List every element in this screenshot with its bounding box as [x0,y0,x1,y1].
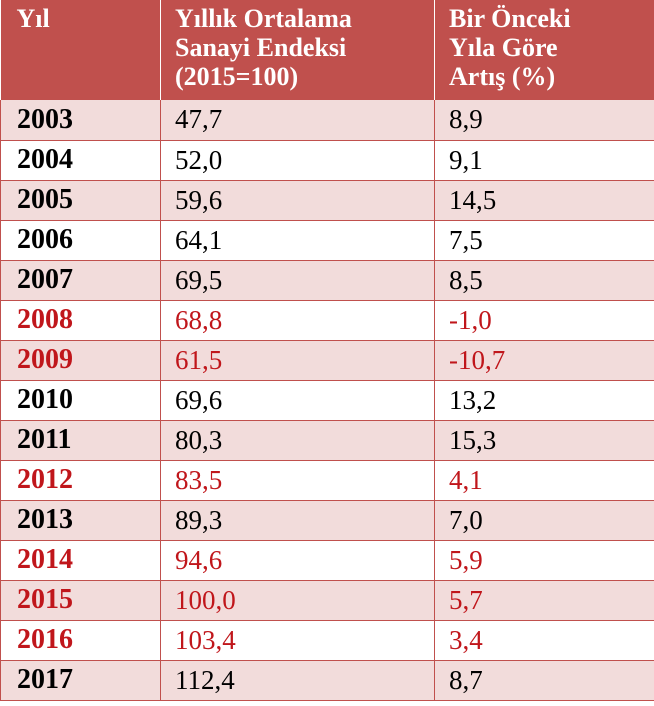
header-index-line-2: Sanayi Endeksi [175,33,347,62]
index-cell: 103,4 [160,620,435,661]
header-yearly-change: Bir Önceki Yıla Göre Artış (%) [434,0,654,100]
table-row: 2011 80,3 15,3 [0,420,654,461]
table-row: 2012 83,5 4,1 [0,460,654,501]
change-cell: 8,9 [434,100,654,141]
year-cell: 2015 [0,580,161,621]
index-cell: 100,0 [160,580,435,621]
change-cell: -1,0 [434,300,654,341]
year-cell: 2006 [0,220,161,261]
index-cell: 61,5 [160,340,435,381]
change-cell: 8,7 [434,660,654,701]
year-cell: 2005 [0,180,161,221]
table-row: 2005 59,6 14,5 [0,180,654,221]
index-cell: 64,1 [160,220,435,261]
header-annual-average-index: Yıllık Ortalama Sanayi Endeksi (2015=100… [160,0,435,100]
table-row: 2014 94,6 5,9 [0,540,654,581]
table-header: Yıl Yıllık Ortalama Sanayi Endeksi (2015… [0,0,654,100]
index-cell: 52,0 [160,140,435,181]
change-cell: 3,4 [434,620,654,661]
year-cell: 2014 [0,540,161,581]
header-row: Yıl Yıllık Ortalama Sanayi Endeksi (2015… [0,0,654,100]
change-cell: 13,2 [434,380,654,421]
change-cell: 7,0 [434,500,654,541]
table-row: 2010 69,6 13,2 [0,380,654,421]
change-cell: 15,3 [434,420,654,461]
index-cell: 47,7 [160,100,435,141]
header-index-line-3: (2015=100) [175,62,299,91]
table-row: 2003 47,7 8,9 [0,100,654,141]
change-cell: 5,7 [434,580,654,621]
table-row: 2016 103,4 3,4 [0,620,654,661]
year-cell: 2003 [0,100,161,141]
header-index-line-1: Yıllık Ortalama [175,4,352,33]
table-row: 2015 100,0 5,7 [0,580,654,621]
index-cell: 112,4 [160,660,435,701]
year-cell: 2011 [0,420,161,461]
table-row: 2006 64,1 7,5 [0,220,654,261]
index-cell: 89,3 [160,500,435,541]
change-cell: 14,5 [434,180,654,221]
change-cell: 4,1 [434,460,654,501]
change-cell: -10,7 [434,340,654,381]
year-cell: 2004 [0,140,161,181]
change-cell: 7,5 [434,220,654,261]
header-change-line-1: Bir Önceki [449,4,571,33]
year-cell: 2012 [0,460,161,501]
year-cell: 2009 [0,340,161,381]
table-row: 2004 52,0 9,1 [0,140,654,181]
index-cell: 59,6 [160,180,435,221]
index-cell: 69,5 [160,260,435,301]
change-cell: 5,9 [434,540,654,581]
header-change-line-3: Artış (%) [449,62,556,91]
table-row: 2008 68,8 -1,0 [0,300,654,341]
index-cell: 69,6 [160,380,435,421]
header-year: Yıl [0,0,161,100]
index-cell: 94,6 [160,540,435,581]
year-cell: 2013 [0,500,161,541]
index-cell: 80,3 [160,420,435,461]
year-cell: 2008 [0,300,161,341]
header-year-line: Yıl [16,4,50,33]
table-body: 2003 47,7 8,9 2004 52,0 9,1 2005 59,6 14,5 2006 64… [0,100,654,701]
table-row: 2017 112,4 8,7 [0,660,654,701]
header-change-line-2: Yıla Göre [449,33,558,62]
year-cell: 2016 [0,620,161,661]
year-cell: 2017 [0,660,161,701]
change-cell: 8,5 [434,260,654,301]
table-row: 2009 61,5 -10,7 [0,340,654,381]
index-cell: 68,8 [160,300,435,341]
year-cell: 2010 [0,380,161,421]
index-cell: 83,5 [160,460,435,501]
change-cell: 9,1 [434,140,654,181]
table-row: 2007 69,5 8,5 [0,260,654,301]
year-cell: 2007 [0,260,161,301]
table-row: 2013 89,3 7,0 [0,500,654,541]
